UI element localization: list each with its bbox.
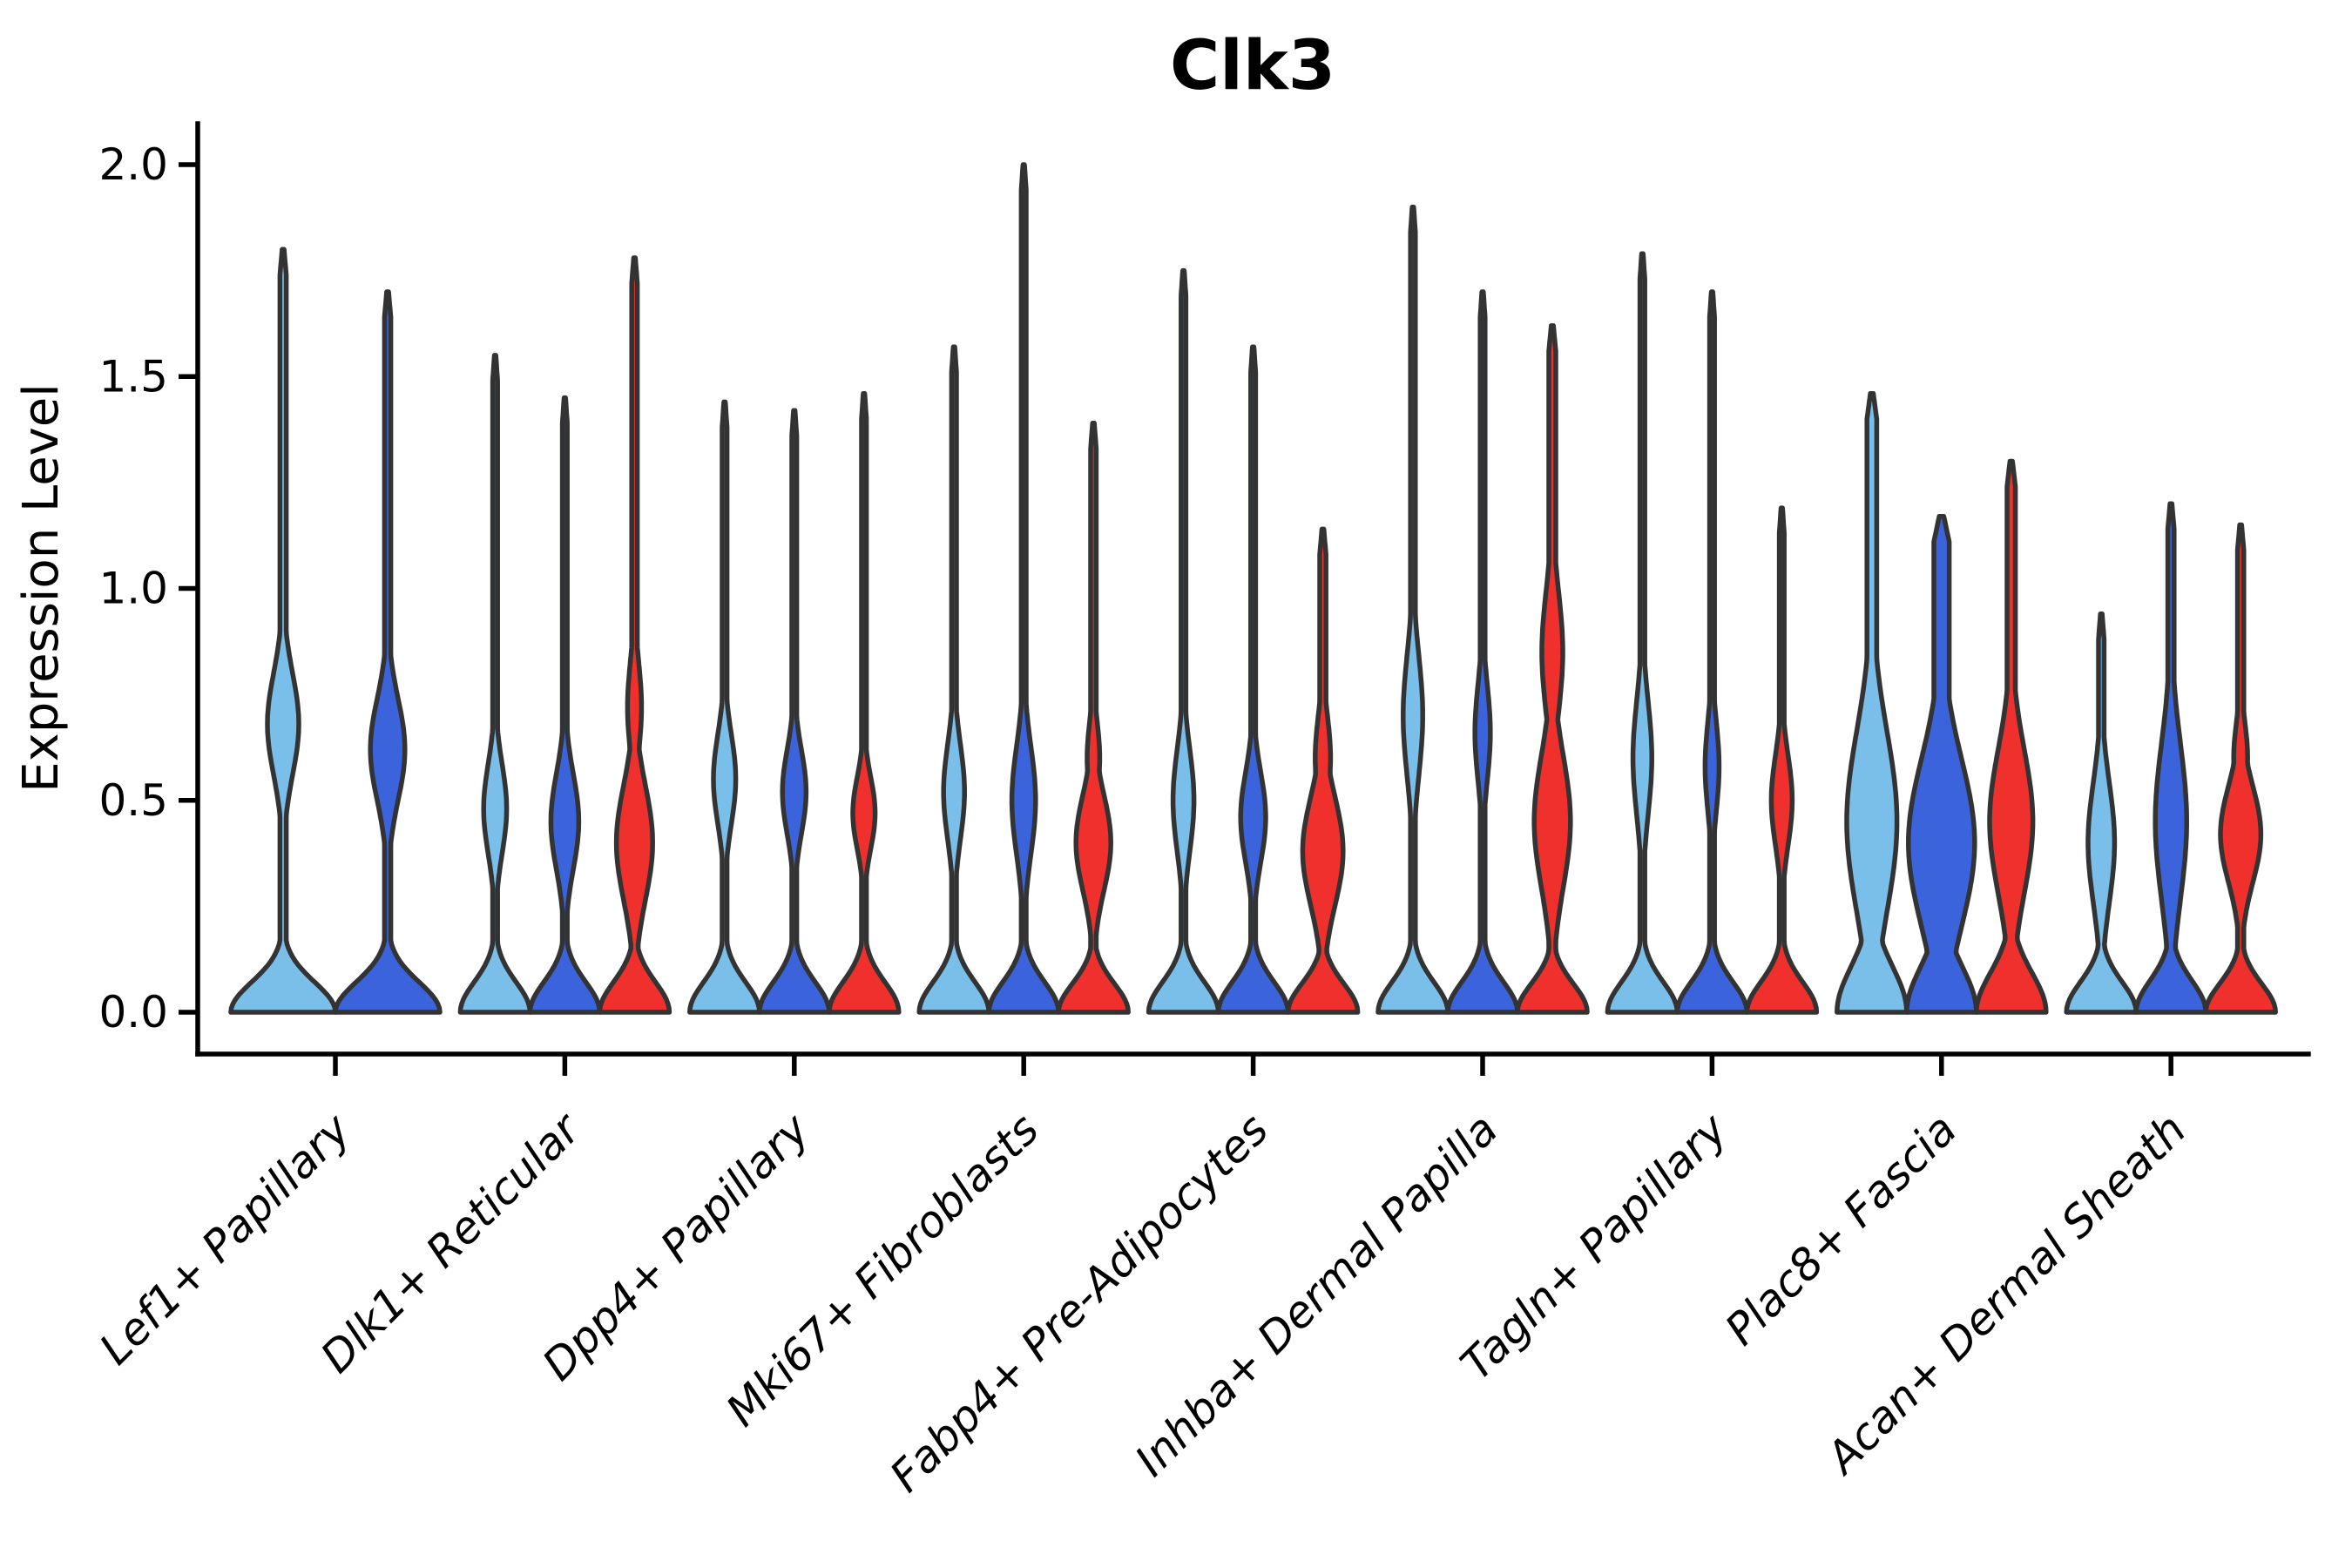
violin-group: [1605, 251, 1820, 1015]
violin-royal-blue: [2133, 501, 2208, 1015]
violin-red: [1515, 323, 1590, 1015]
violin-light-blue: [228, 247, 338, 1015]
y-tick-label: 0.0: [98, 987, 168, 1037]
x-tick-label: Acan+ Dermal Sheath: [1815, 1104, 2196, 1484]
violin-royal-blue: [527, 395, 603, 1015]
violin-light-blue: [1605, 251, 1680, 1015]
violin-light-blue: [1835, 390, 1909, 1015]
y-tick-label: 1.5: [98, 351, 168, 402]
x-tick-label: Inhba+ Dermal Papilla: [1125, 1104, 1507, 1485]
violin-light-blue: [687, 399, 762, 1015]
violin-royal-blue: [1904, 514, 1979, 1015]
violin-red: [2203, 522, 2278, 1015]
violin-royal-blue: [1215, 344, 1291, 1015]
x-tick-label: Fabp4+ Pre-Adipocytes: [881, 1104, 1279, 1502]
y-axis-label: Expression Level: [13, 383, 70, 793]
violins-layer: [228, 162, 2278, 1015]
violin-red: [597, 255, 672, 1015]
violin-royal-blue: [1445, 289, 1520, 1015]
violin-group: [2064, 501, 2278, 1015]
violin-light-blue: [457, 353, 533, 1015]
violin-group: [1835, 390, 2049, 1015]
violin-group: [1375, 204, 1590, 1015]
violin-group: [687, 390, 902, 1015]
violin-red: [1744, 505, 1820, 1015]
x-tick-label: Plac8+ Fascia: [1715, 1104, 1966, 1355]
violin-red: [1285, 526, 1361, 1015]
violin-royal-blue: [333, 289, 443, 1015]
y-tick-label: 2.0: [98, 139, 168, 190]
violin-light-blue: [1146, 267, 1221, 1015]
violin-red: [827, 390, 902, 1015]
violin-group: [916, 162, 1131, 1015]
violin-royal-blue: [1674, 289, 1750, 1015]
violin-red: [1974, 458, 2049, 1015]
violin-red: [1056, 421, 1131, 1015]
y-tick-label: 0.5: [98, 775, 168, 826]
violin-royal-blue: [986, 162, 1061, 1015]
violin-group: [1146, 267, 1361, 1015]
violin-light-blue: [916, 344, 991, 1015]
violin-light-blue: [2064, 611, 2139, 1015]
y-tick-label: 1.0: [98, 564, 168, 614]
x-tick-label: Lef1+ Papillary: [90, 1103, 361, 1374]
chart-title: Clk3: [1170, 27, 1335, 105]
violin-royal-blue: [757, 408, 832, 1015]
violin-light-blue: [1375, 204, 1450, 1015]
violin-group: [228, 247, 443, 1015]
violin-group: [457, 255, 672, 1015]
